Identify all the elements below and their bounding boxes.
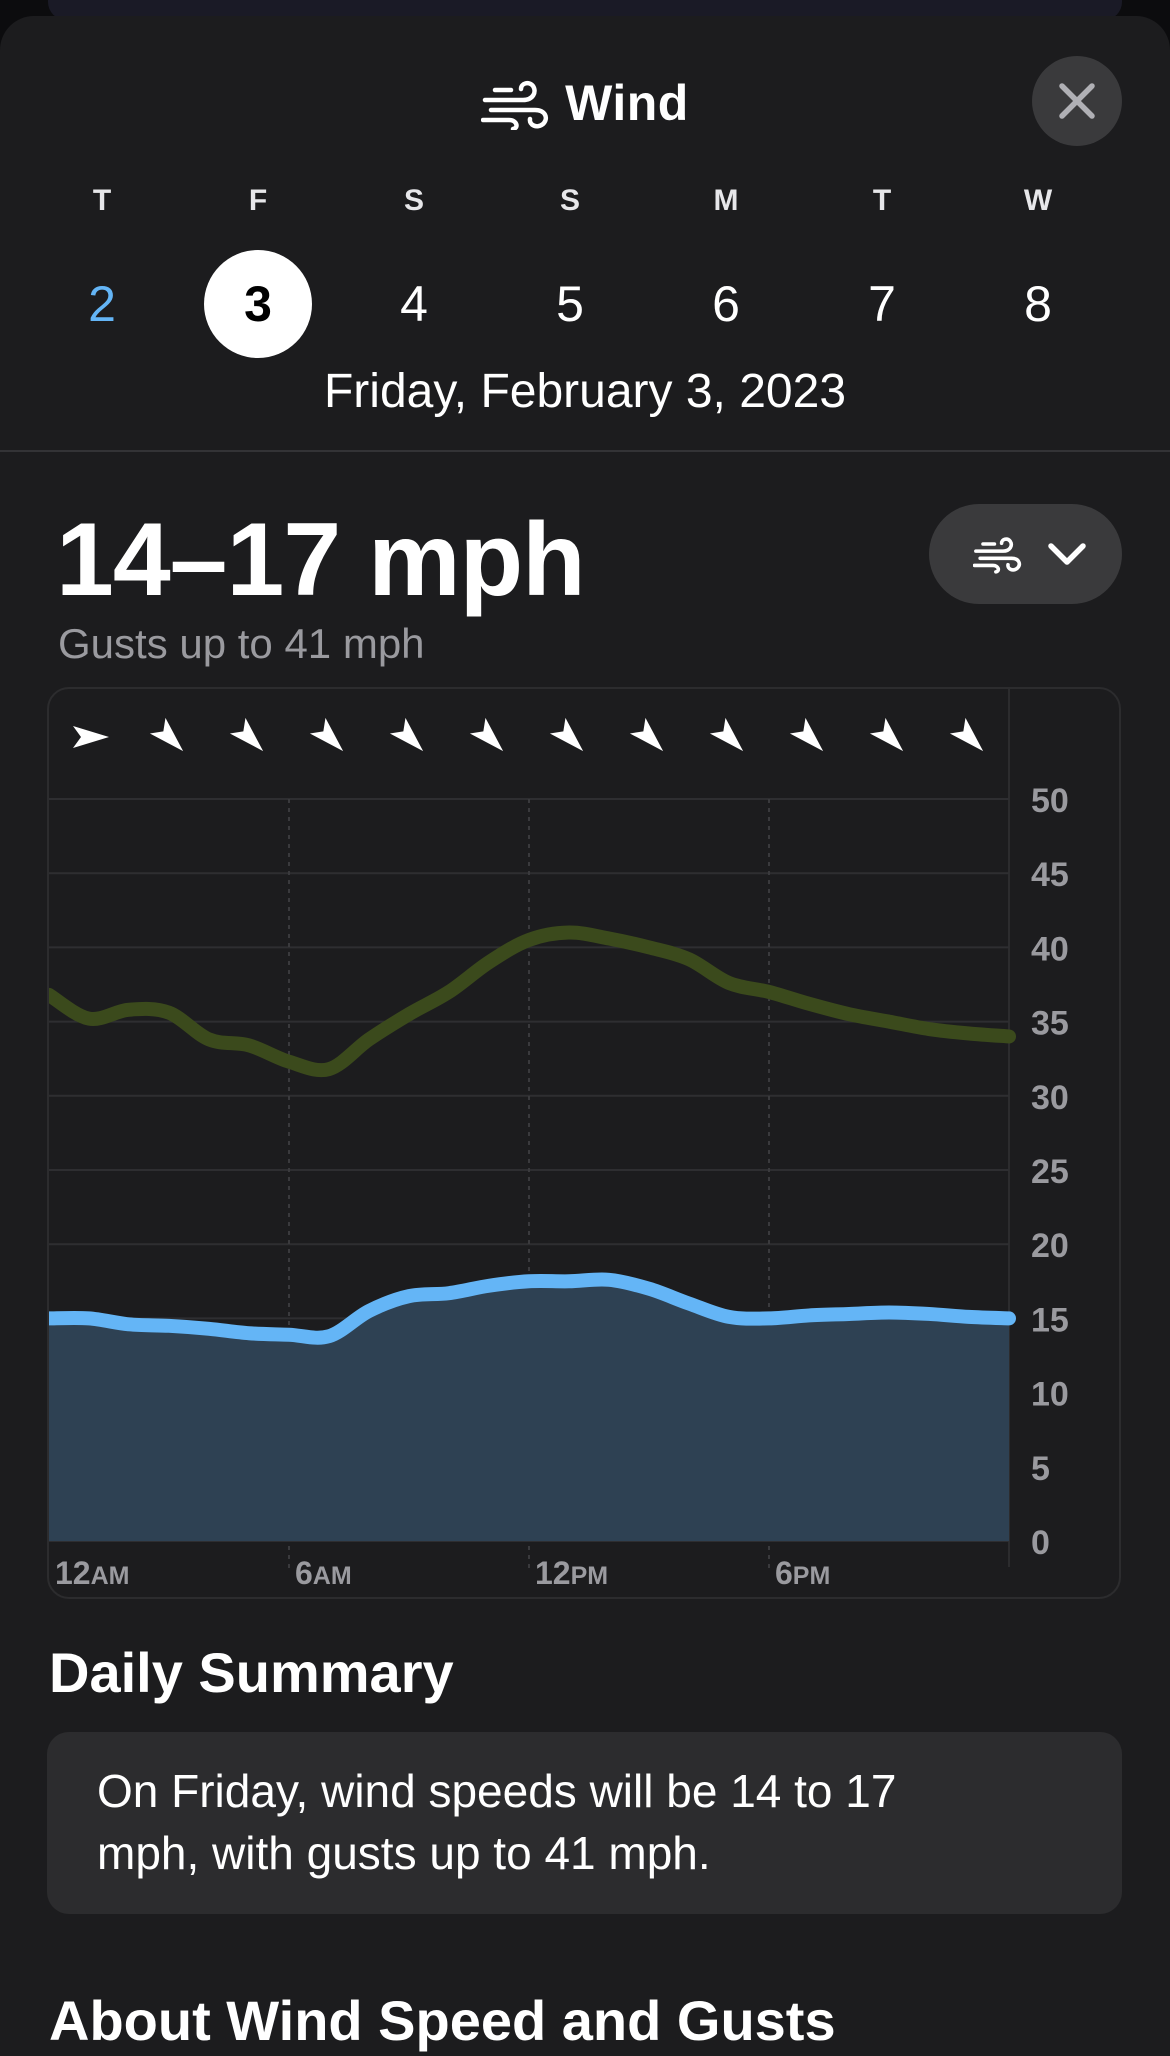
y-tick-label: 10 [1031, 1376, 1069, 1414]
wind-direction-arrow [389, 717, 424, 752]
x-tick-label: 12PM [535, 1555, 608, 1591]
about-section-title: About Wind Speed and Gusts [49, 1989, 836, 2052]
background-card [48, 0, 1122, 20]
wind-direction-arrow [229, 717, 264, 752]
y-tick-label: 45 [1031, 856, 1069, 894]
x-tick-label: 6PM [775, 1555, 830, 1591]
day-button-8[interactable]: 8 [1024, 276, 1052, 332]
wind-direction-arrow [869, 717, 904, 752]
day-of-week-label: T [872, 184, 892, 217]
wind-direction-arrow [629, 717, 664, 752]
gusts-label: Gusts up to 41 mph [58, 620, 425, 667]
day-of-week-label: S [403, 184, 424, 217]
y-tick-label: 20 [1031, 1227, 1069, 1265]
wind-icon [480, 80, 549, 132]
selected-date-label: Friday, February 3, 2023 [323, 365, 847, 418]
daily-summary-title: Daily Summary [49, 1641, 454, 1704]
x-tick-label: 6AM [295, 1555, 352, 1591]
chevron-down-icon [1048, 543, 1086, 565]
y-tick-label: 40 [1031, 930, 1069, 968]
day-button-3[interactable]: 3 [204, 250, 312, 358]
wind-chart-card: 0 5 10 15 20 25 30 35 40 45 50 12AM 6AM 12PM 6PM [47, 687, 1121, 1599]
gusts-line [49, 925, 1016, 1078]
day-of-week-label: M [713, 184, 739, 217]
y-tick-label: 30 [1031, 1079, 1069, 1117]
day-button-5[interactable]: 5 [556, 276, 584, 332]
wind-direction-arrow [949, 717, 984, 752]
metric-selector-button[interactable] [929, 504, 1122, 604]
wind-area [49, 1279, 1009, 1541]
y-tick-label: 25 [1031, 1153, 1069, 1191]
wind-detail-sheet: Wind T F S S M T W 2 3 4 5 6 7 8 Friday,… [0, 16, 1170, 2056]
day-of-week-label: F [248, 184, 268, 217]
wind-direction-arrow [709, 717, 744, 752]
y-tick-label: 0 [1031, 1524, 1050, 1562]
y-tick-label: 15 [1031, 1301, 1069, 1339]
daily-summary-card: On Friday, wind speeds will be 14 to 17 … [47, 1732, 1122, 1914]
divider [0, 450, 1170, 452]
day-of-week-label: T [92, 184, 112, 217]
wind-direction-arrow [469, 717, 504, 752]
close-icon [1059, 83, 1095, 119]
sheet-title-label: Wind [565, 75, 689, 131]
wind-direction-arrow [549, 717, 584, 752]
wind-speed-range: 14–17 mph [56, 502, 586, 618]
day-button-7[interactable]: 7 [868, 276, 896, 332]
wind-direction-arrow [149, 717, 184, 752]
day-button-4[interactable]: 4 [400, 276, 428, 332]
daily-summary-text: On Friday, wind speeds will be 14 to 17 … [97, 1765, 897, 1879]
day-picker: T F S S M T W 2 3 4 5 6 7 8 [0, 184, 1170, 384]
y-tick-label: 50 [1031, 782, 1069, 820]
day-button-2[interactable]: 2 [88, 276, 116, 332]
day-of-week-label: S [559, 184, 580, 217]
wind-direction-arrow [309, 717, 344, 752]
wind-chart: 0 5 10 15 20 25 30 35 40 45 50 12AM 6AM 12PM 6PM [49, 689, 1069, 1591]
close-button[interactable] [1032, 56, 1122, 146]
y-tick-label: 5 [1031, 1450, 1050, 1488]
day-button-6[interactable]: 6 [712, 276, 740, 332]
wind-direction-arrow [789, 717, 824, 752]
wind-icon [973, 537, 1022, 574]
x-tick-label: 12AM [55, 1555, 129, 1591]
day-of-week-label: W [1023, 184, 1053, 217]
wind-direction-arrow [73, 726, 109, 748]
sheet-title: Wind [0, 74, 1170, 132]
wind-line [49, 1272, 1016, 1345]
y-tick-label: 35 [1031, 1005, 1069, 1043]
